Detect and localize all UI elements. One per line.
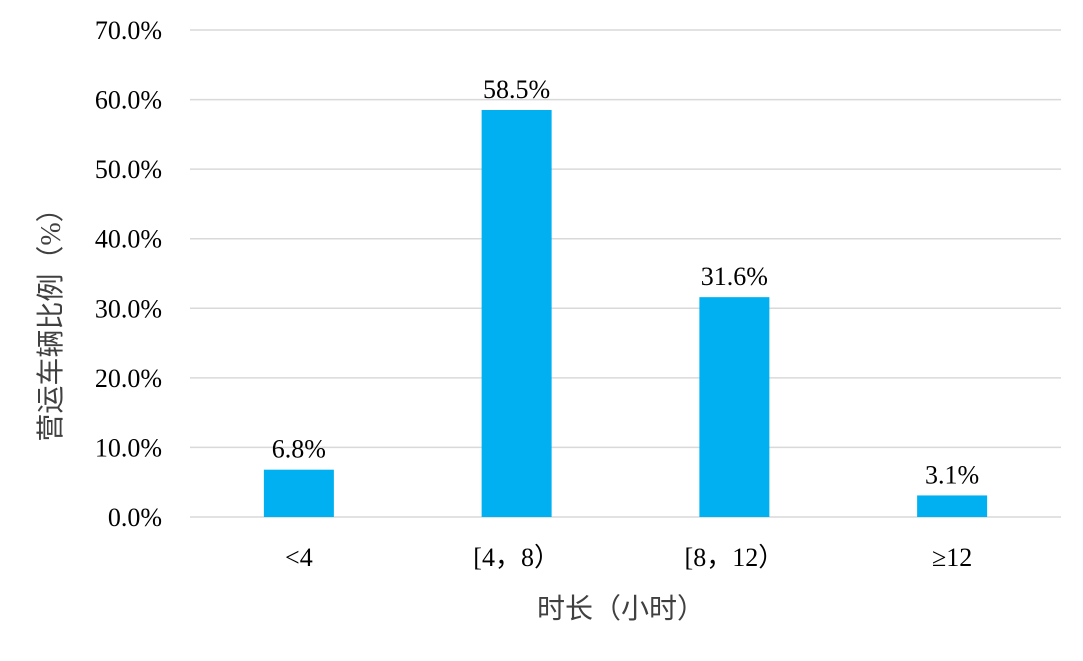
- bars: [263, 110, 988, 517]
- y-tick-label: 30.0%: [95, 294, 162, 323]
- y-tick-label: 40.0%: [95, 225, 162, 254]
- x-category-label: [8，12）: [685, 543, 785, 572]
- bar: [481, 110, 552, 517]
- data-labels: 6.8% 58.5% 31.6% 3.1%: [272, 75, 979, 489]
- x-category-labels: <4 [4，8） [8，12） ≥12: [285, 543, 972, 572]
- y-axis-title: 营运车辆比例（%）: [35, 194, 67, 441]
- y-tick-label: 10.0%: [95, 433, 162, 462]
- x-category-label: [4，8）: [473, 543, 560, 572]
- data-label: 6.8%: [272, 435, 326, 464]
- y-tick-label: 0.0%: [108, 503, 162, 532]
- bar: [263, 469, 334, 517]
- data-label: 58.5%: [483, 75, 550, 104]
- y-tick-label: 60.0%: [95, 86, 162, 115]
- bar: [917, 495, 988, 517]
- x-category-label: <4: [285, 543, 313, 572]
- bar: [699, 297, 770, 517]
- data-label: 31.6%: [701, 262, 768, 291]
- x-axis-title: 时长（小时）: [537, 593, 705, 625]
- y-tick-label: 50.0%: [95, 155, 162, 184]
- data-label: 3.1%: [925, 460, 979, 489]
- y-tick-labels: 0.0% 10.0% 20.0% 30.0% 40.0% 50.0% 60.0% 70.0%: [95, 16, 162, 532]
- y-tick-label: 20.0%: [95, 364, 162, 393]
- gridlines: [190, 29, 1061, 518]
- x-category-label: ≥12: [932, 543, 972, 572]
- y-tick-label: 70.0%: [95, 16, 162, 45]
